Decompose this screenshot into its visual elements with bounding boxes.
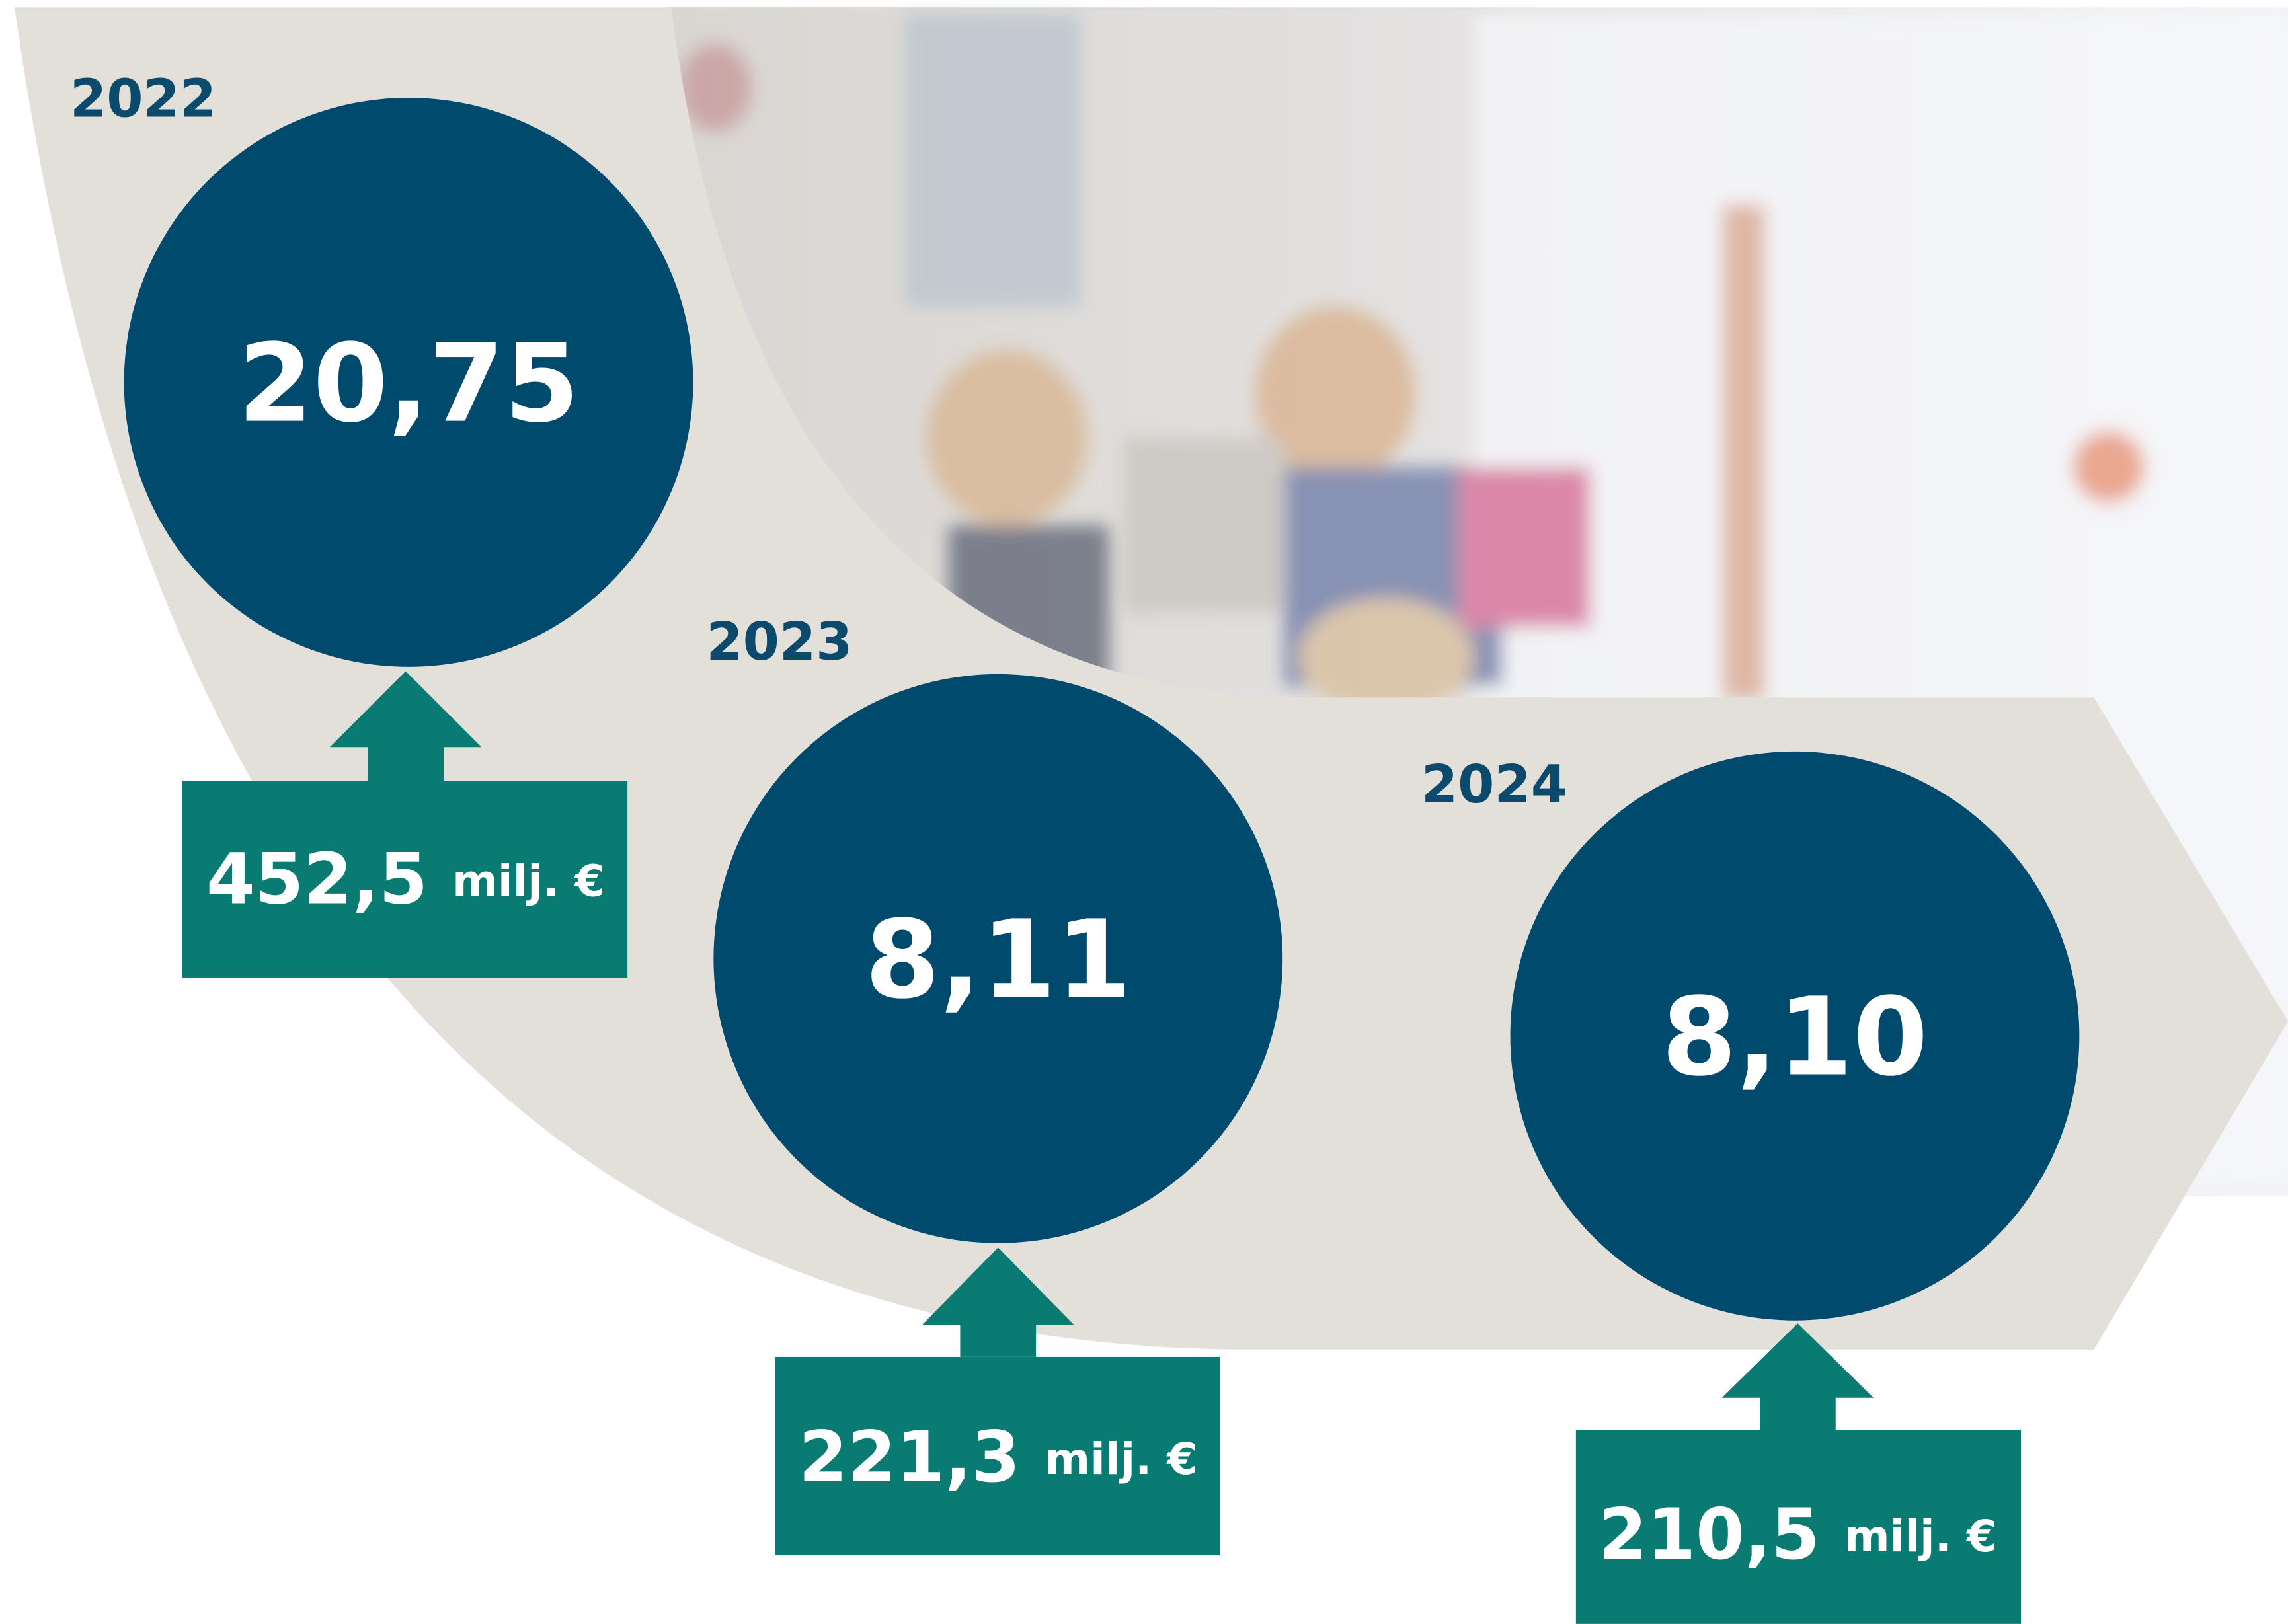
value-circle [713, 674, 1283, 1243]
value-label: 20,75 [238, 321, 580, 447]
year-label: 2024 [1421, 754, 1567, 815]
amount-box [775, 1356, 1220, 1556]
year-label: 2022 [70, 68, 216, 130]
amount-box [182, 781, 628, 978]
value-label: 8,10 [1661, 974, 1928, 1100]
value-circle [124, 98, 693, 667]
amount-label: 210,5 milj. € [1598, 1494, 1997, 1575]
year-label: 2023 [706, 611, 852, 672]
unit: milj. € [452, 856, 605, 907]
amount: 452,5 [206, 839, 428, 920]
amount: 210,5 [1598, 1494, 1820, 1575]
unit: milj. € [1045, 1434, 1197, 1485]
arrow [922, 1247, 1074, 1357]
value-circle [1510, 751, 2080, 1321]
unit: milj. € [1844, 1511, 1997, 1562]
amount-box [1575, 1430, 2022, 1624]
amount: 221,3 [799, 1416, 1020, 1498]
amount-label: 452,5 milj. € [206, 839, 605, 920]
amount-label: 221,3 milj. € [799, 1416, 1197, 1498]
value-label: 8,11 [865, 896, 1131, 1023]
arrow [1721, 1323, 1874, 1430]
